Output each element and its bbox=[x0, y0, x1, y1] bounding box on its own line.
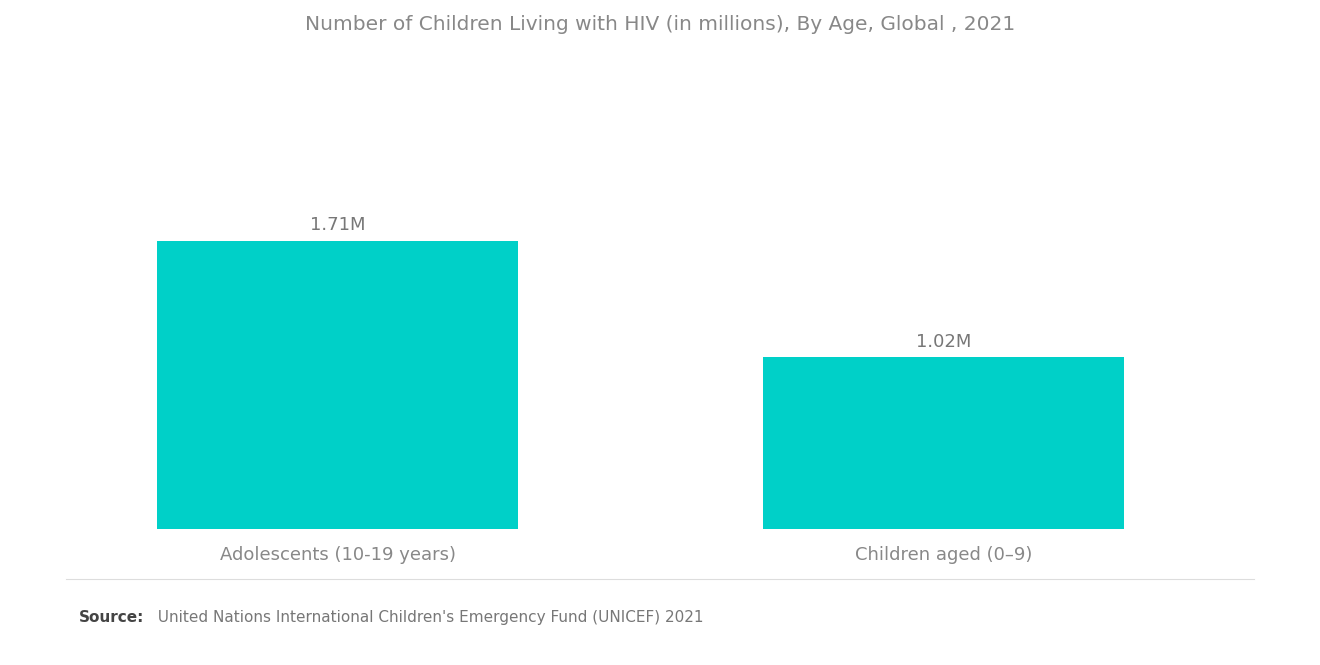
Text: Source:: Source: bbox=[79, 610, 145, 625]
Bar bbox=[763, 357, 1125, 529]
Title: Number of Children Living with HIV (in millions), By Age, Global , 2021: Number of Children Living with HIV (in m… bbox=[305, 15, 1015, 34]
Text: United Nations International Children's Emergency Fund (UNICEF) 2021: United Nations International Children's … bbox=[148, 610, 704, 625]
Text: 1.02M: 1.02M bbox=[916, 332, 972, 350]
Text: 1.71M: 1.71M bbox=[310, 216, 366, 235]
Bar bbox=[157, 241, 517, 529]
